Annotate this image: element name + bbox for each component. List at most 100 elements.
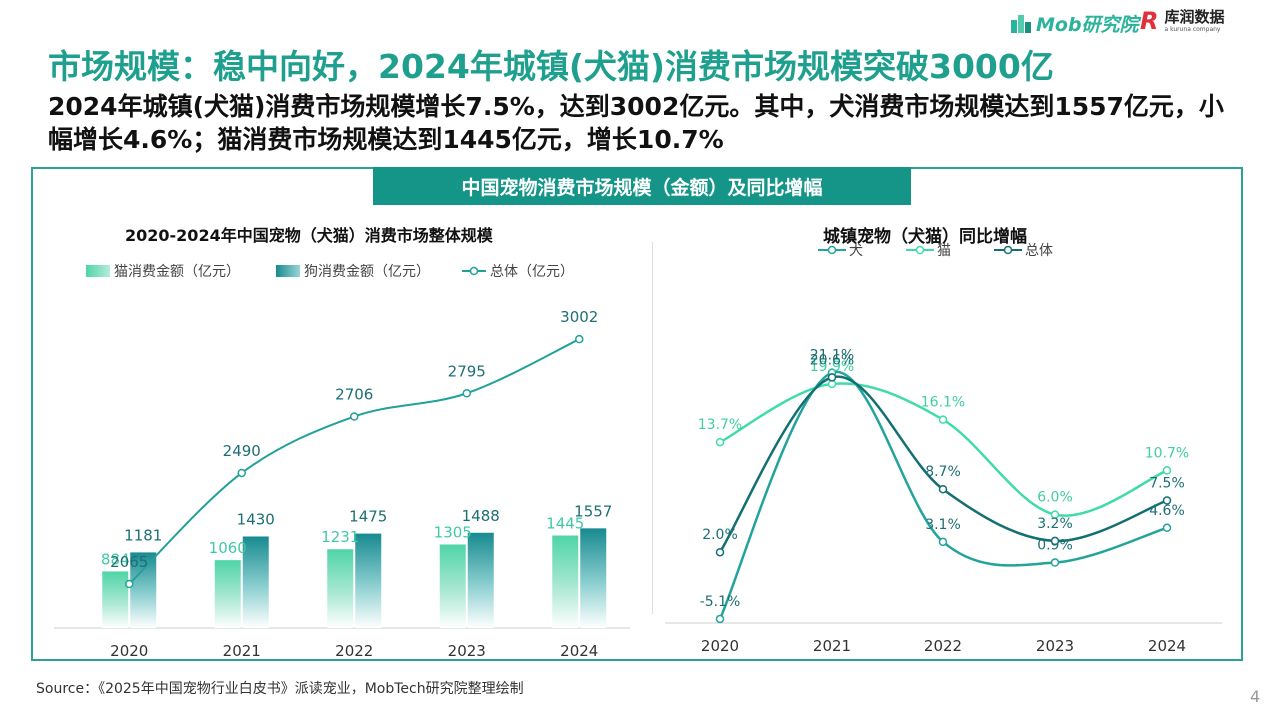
dog-bar-2021 — [242, 536, 269, 628]
kuruna-logo: R 库润数据 a kuruna company — [1140, 8, 1225, 42]
total-point-2022 — [350, 412, 359, 421]
page-number: 4 — [1250, 687, 1261, 706]
cat-growth-label-2023: 6.0% — [1037, 490, 1073, 506]
cat-growth-label-2021: 19.9% — [810, 359, 854, 375]
dog-bar-2023 — [467, 532, 494, 628]
left-chart-legend: 猫消费金额（亿元） 狗消费金额（亿元） 总体（亿元） — [86, 264, 574, 280]
cat-growth-point-2023 — [1050, 510, 1060, 519]
cat-bar-label-2020: 884 — [101, 550, 130, 568]
dog-bar-2024 — [580, 528, 607, 628]
dog-growth-label-2021: 21.1% — [810, 348, 854, 364]
legend-total: 总体（亿元） — [462, 264, 574, 280]
dog-growth-line — [718, 370, 1168, 620]
dog-bar-2022 — [355, 533, 382, 628]
cat-bar-2024 — [552, 535, 579, 628]
legend-dog-swatch — [276, 265, 300, 277]
total-label-2022: 2706 — [335, 386, 373, 404]
dog-growth-point-2024 — [1162, 523, 1172, 533]
left-x-tick-2022: 2022 — [335, 642, 373, 660]
cat-bar-label-2022: 1231 — [321, 528, 359, 546]
total-line — [128, 338, 580, 585]
total-growth-label-2022: 8.7% — [925, 464, 961, 480]
cat-growth-point-2022 — [938, 415, 948, 424]
cat-growth-label-2022: 16.1% — [921, 395, 965, 411]
dog-growth-label-2024: 4.6% — [1149, 503, 1185, 519]
source-note: Source：《2025年中国宠物行业白皮书》派读宠业，MobTech研究院整理… — [36, 681, 524, 697]
kuruna-logo-cn: 库润数据 — [1164, 8, 1225, 26]
total-growth-point-2023 — [1050, 536, 1060, 546]
legend-dog-growth-label: 犬 — [849, 243, 863, 259]
left-x-tick-2024: 2024 — [560, 642, 598, 660]
dog-growth-point-2023 — [1050, 558, 1060, 567]
cat-bar-label-2024: 1445 — [546, 515, 584, 533]
total-growth-point-2020 — [715, 547, 725, 557]
cat-bar-2023 — [439, 544, 466, 628]
legend-dog-label: 狗消费金额（亿元） — [304, 264, 430, 280]
legend-total-growth: 总体 — [994, 243, 1053, 259]
total-point-2024 — [575, 334, 584, 344]
chart-divider — [652, 242, 653, 614]
kuruna-logo-mark: R — [1140, 7, 1159, 35]
legend-cat: 猫消费金额（亿元） — [86, 264, 240, 280]
total-point-2023 — [462, 389, 471, 398]
total-growth-point-2021 — [827, 373, 837, 382]
dog-growth-point-2020 — [715, 614, 725, 624]
legend-cat-growth: 猫 — [906, 243, 951, 259]
legend-cat-label: 猫消费金额（亿元） — [114, 264, 240, 280]
legend-total-growth-label: 总体 — [1025, 243, 1053, 259]
dog-growth-label-2022: 3.1% — [925, 517, 961, 533]
page-subtitle: 2024年城镇(犬猫)消费市场规模增长7.5%，达到3002亿元。其中，犬消费市… — [48, 92, 1224, 154]
dog-growth-point-2022 — [938, 537, 948, 547]
page-title: 市场规模：稳中向好，2024年城镇(犬猫)消费市场规模突破3000亿 — [48, 47, 1054, 86]
market-size-chart: 猫消费金额（亿元） 狗消费金额（亿元） 总体（亿元） 884 1181 2020 10… — [54, 264, 630, 660]
right-x-tick-2020: 2020 — [701, 637, 739, 655]
left-chart-title: 2020-2024年中国宠物（犬猫）消费市场整体规模 — [125, 226, 493, 245]
dog-bar-label-2022: 1475 — [349, 508, 387, 526]
cat-bar-label-2023: 1305 — [434, 523, 472, 541]
total-growth-label-2023: 3.2% — [1037, 516, 1073, 532]
total-label-2021: 2490 — [223, 442, 261, 460]
kuruna-logo-en: a kuruna company — [1164, 26, 1221, 33]
total-label-2024: 3002 — [560, 308, 598, 326]
dog-bar-label-2024: 1557 — [574, 502, 612, 520]
total-growth-point-2022 — [938, 484, 948, 494]
total-growth-label-2024: 7.5% — [1149, 476, 1185, 492]
cat-bar-2021 — [214, 560, 241, 628]
cat-growth-label-2020: 13.7% — [698, 417, 742, 433]
total-label-2020: 2065 — [110, 553, 148, 571]
chart-banner: 中国宠物消费市场规模（金额）及同比增幅 — [373, 167, 911, 205]
right-x-tick-2022: 2022 — [924, 637, 962, 655]
cat-bar-2020 — [102, 571, 129, 628]
right-x-tick-2023: 2023 — [1036, 637, 1074, 655]
cat-growth-label-2024: 10.7% — [1145, 445, 1189, 461]
dog-bar-2020 — [130, 552, 157, 628]
cat-growth-point-2020 — [715, 437, 725, 447]
cat-growth-point-2024 — [1162, 466, 1172, 475]
total-growth-label-2021: 20.6% — [810, 352, 854, 368]
total-point-2021 — [237, 468, 246, 478]
left-x-tick-2021: 2021 — [223, 642, 261, 660]
legend-dog-growth: 犬 — [818, 243, 863, 259]
dog-bar-label-2021: 1430 — [237, 510, 275, 528]
legend-cat-growth-label: 猫 — [937, 243, 951, 259]
mob-logo-icon — [1010, 12, 1032, 34]
mob-logo-text: Mob研究院 — [1036, 13, 1139, 36]
mob-logo: Mob研究院 — [1010, 10, 1139, 36]
legend-dog: 狗消费金额（亿元） — [276, 264, 430, 280]
right-x-tick-2021: 2021 — [813, 637, 851, 655]
right-x-tick-2024: 2024 — [1148, 637, 1186, 655]
cat-bar-label-2021: 1060 — [209, 539, 247, 557]
dog-growth-label-2020: -5.1% — [700, 594, 741, 610]
left-x-tick-2023: 2023 — [448, 642, 486, 660]
dog-bar-label-2023: 1488 — [462, 507, 500, 525]
legend-total-marker — [469, 266, 479, 276]
legend-cat-swatch — [86, 265, 110, 277]
total-growth-point-2024 — [1162, 496, 1172, 505]
total-growth-line — [718, 375, 1168, 553]
dog-bar-label-2020: 1181 — [124, 526, 162, 544]
left-x-tick-2020: 2020 — [110, 642, 148, 660]
legend-total-label: 总体（亿元） — [490, 264, 574, 280]
growth-rate-chart: 犬 猫 总体 2020 2021 2022 2023 2024 -5.1% 21.1% 3.1… — [665, 243, 1222, 655]
total-label-2023: 2795 — [448, 362, 486, 380]
cat-bar-2022 — [327, 549, 354, 628]
